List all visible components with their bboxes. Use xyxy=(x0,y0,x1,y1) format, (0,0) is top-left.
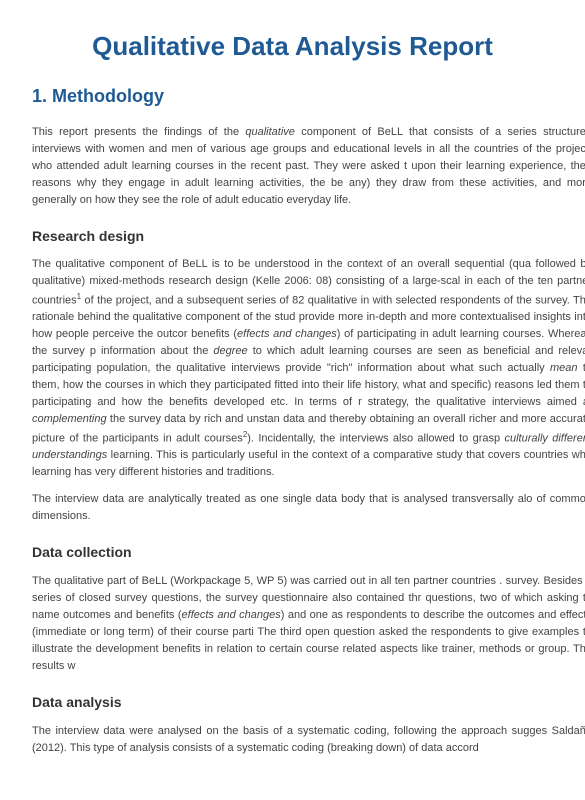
research-italic-4: complementing xyxy=(32,413,107,425)
intro-paragraph: This report presents the findings of the… xyxy=(32,124,585,209)
research-paragraph-2: The interview data are analytically trea… xyxy=(32,491,585,525)
subheading-data-collection: Data collection xyxy=(32,543,585,563)
section-heading-methodology: 1. Methodology xyxy=(32,84,585,109)
research-italic-3: mean xyxy=(550,362,578,374)
subheading-data-analysis: Data analysis xyxy=(32,693,585,713)
research-italic-1: effects and changes xyxy=(237,328,337,340)
intro-italic-qualitative: qualitative xyxy=(245,126,295,138)
intro-text-a: This report presents the findings of the xyxy=(32,126,245,138)
research-italic-2: degree xyxy=(213,345,247,357)
collection-paragraph-1: The qualitative part of BeLL (Workpackag… xyxy=(32,573,585,675)
research-text-g: ). Incidentally, the interviews also all… xyxy=(247,432,504,444)
collection-italic-1: effects and changes xyxy=(182,609,281,621)
research-text-h: learning. This is particularly useful in… xyxy=(32,449,585,478)
subheading-research-design: Research design xyxy=(32,227,585,247)
research-paragraph-1: The qualitative component of BeLL is to … xyxy=(32,256,585,481)
analysis-paragraph-1: The interview data were analysed on the … xyxy=(32,723,585,757)
document-title: Qualitative Data Analysis Report xyxy=(32,28,585,64)
